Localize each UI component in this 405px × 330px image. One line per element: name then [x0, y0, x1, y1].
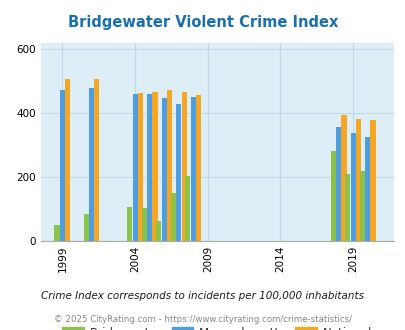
Bar [94, 79, 99, 241]
Bar [132, 94, 137, 241]
Bar [171, 193, 175, 241]
Text: © 2025 CityRating.com - https://www.cityrating.com/crime-statistics/: © 2025 CityRating.com - https://www.city… [54, 315, 351, 324]
Bar [83, 214, 88, 241]
Bar [152, 92, 157, 241]
Bar [370, 120, 375, 241]
Bar [344, 174, 350, 241]
Text: Bridgewater Violent Crime Index: Bridgewater Violent Crime Index [68, 15, 337, 30]
Bar [138, 93, 143, 241]
Legend: Bridgewater, Massachusetts, National: Bridgewater, Massachusetts, National [58, 322, 376, 330]
Bar [54, 225, 60, 241]
Bar [166, 90, 172, 241]
Bar [161, 98, 166, 241]
Bar [185, 176, 190, 241]
Bar [190, 97, 195, 241]
Bar [176, 104, 181, 241]
Bar [89, 88, 94, 241]
Bar [196, 95, 200, 241]
Bar [127, 207, 132, 241]
Bar [359, 171, 364, 241]
Text: Crime Index corresponds to incidents per 100,000 inhabitants: Crime Index corresponds to incidents per… [41, 291, 364, 301]
Bar [335, 127, 340, 241]
Bar [156, 221, 161, 241]
Bar [141, 208, 147, 241]
Bar [330, 151, 335, 241]
Bar [60, 90, 65, 241]
Bar [65, 79, 70, 241]
Bar [355, 118, 360, 241]
Bar [181, 92, 186, 241]
Bar [350, 133, 355, 241]
Bar [364, 137, 369, 241]
Bar [341, 115, 345, 241]
Bar [147, 94, 152, 241]
